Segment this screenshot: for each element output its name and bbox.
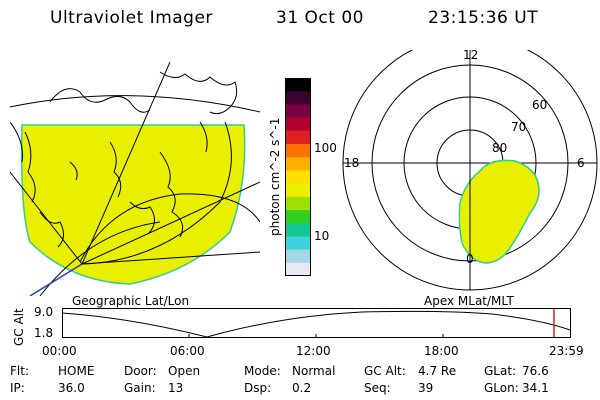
altitude-plot xyxy=(62,308,571,338)
alt-x-tick-4: 23:59 xyxy=(549,344,584,358)
aurora-image-polar xyxy=(458,159,540,264)
colorbar-swatch xyxy=(285,144,311,158)
colorbar xyxy=(285,78,311,276)
status-value: Normal xyxy=(292,364,336,378)
mlt-label-0: 0 xyxy=(466,252,474,266)
instrument-title: Ultraviolet Imager xyxy=(50,8,213,28)
colorbar-swatch xyxy=(285,130,311,145)
colorbar-swatch xyxy=(285,249,311,264)
status-label: IP: xyxy=(10,381,25,395)
alt-y-label: GC Alt xyxy=(12,308,26,346)
colorbar-swatch xyxy=(285,157,311,171)
colorbar-swatch xyxy=(285,117,311,132)
status-value: 76.6 xyxy=(522,364,549,378)
status-label: GC Alt: xyxy=(364,364,406,378)
alt-x-tick-3: 18:00 xyxy=(424,344,459,358)
colorbar-unit-label: photon cm^-2 s^-1 xyxy=(268,117,282,236)
mlat-label-80: 80 xyxy=(492,141,508,155)
colorbar-swatch xyxy=(285,223,311,237)
colorbar-swatch xyxy=(285,236,311,251)
status-value: HOME xyxy=(58,364,95,378)
colorbar-swatch xyxy=(285,78,311,92)
status-value: 4.7 Re xyxy=(418,364,457,378)
colorbar-tick-10: 10 xyxy=(314,229,330,243)
geo-caption: Geographic Lat/Lon xyxy=(72,294,190,308)
date-label: 31 Oct 00 xyxy=(276,8,364,28)
status-label: Flt: xyxy=(10,364,29,378)
alt-x-tick-0: 00:00 xyxy=(42,344,77,358)
geographic-map xyxy=(10,62,260,296)
status-value: 13 xyxy=(168,381,184,395)
mlt-label-18: 18 xyxy=(344,156,360,170)
status-label: GLat: xyxy=(484,364,517,378)
alt-y-tick-bottom: 1.8 xyxy=(34,326,54,340)
altitude-curve xyxy=(62,310,571,338)
mlt-label-12: 12 xyxy=(463,48,479,62)
status-label: Mode: xyxy=(244,364,281,378)
status-value: 0.2 xyxy=(292,381,312,395)
polar-caption: Apex MLat/MLT xyxy=(424,294,514,308)
status-value: 34.1 xyxy=(522,381,549,395)
colorbar-swatch xyxy=(285,91,311,105)
coastlines xyxy=(24,71,238,248)
status-label: Seq: xyxy=(364,381,391,395)
colorbar-swatch xyxy=(285,196,311,211)
mlt-label-6: 6 xyxy=(577,156,585,170)
alt-y-tick-top: 9.0 xyxy=(34,305,54,319)
status-value: 36.0 xyxy=(58,381,85,395)
time-label: 23:15:36 UT xyxy=(428,8,539,28)
colorbar-swatch xyxy=(285,210,311,224)
colorbar-swatch xyxy=(285,170,311,185)
mlat-label-70: 70 xyxy=(511,120,527,134)
colorbar-swatch xyxy=(285,262,311,276)
status-label: GLon: xyxy=(484,381,519,395)
alt-x-tick-1: 06:00 xyxy=(170,344,205,358)
alt-x-tick-2: 12:00 xyxy=(296,344,331,358)
polar-plot xyxy=(342,50,598,291)
status-label: Door: xyxy=(124,364,157,378)
colorbar-swatch xyxy=(285,183,311,198)
status-label: Dsp: xyxy=(244,381,272,395)
status-label: Gain: xyxy=(124,381,156,395)
status-value: Open xyxy=(168,364,201,378)
mlat-label-60: 60 xyxy=(532,98,548,112)
status-value: 39 xyxy=(418,381,434,395)
colorbar-swatch xyxy=(285,104,311,119)
alt-x-ticks xyxy=(188,334,444,338)
colorbar-tick-100: 100 xyxy=(314,141,337,155)
